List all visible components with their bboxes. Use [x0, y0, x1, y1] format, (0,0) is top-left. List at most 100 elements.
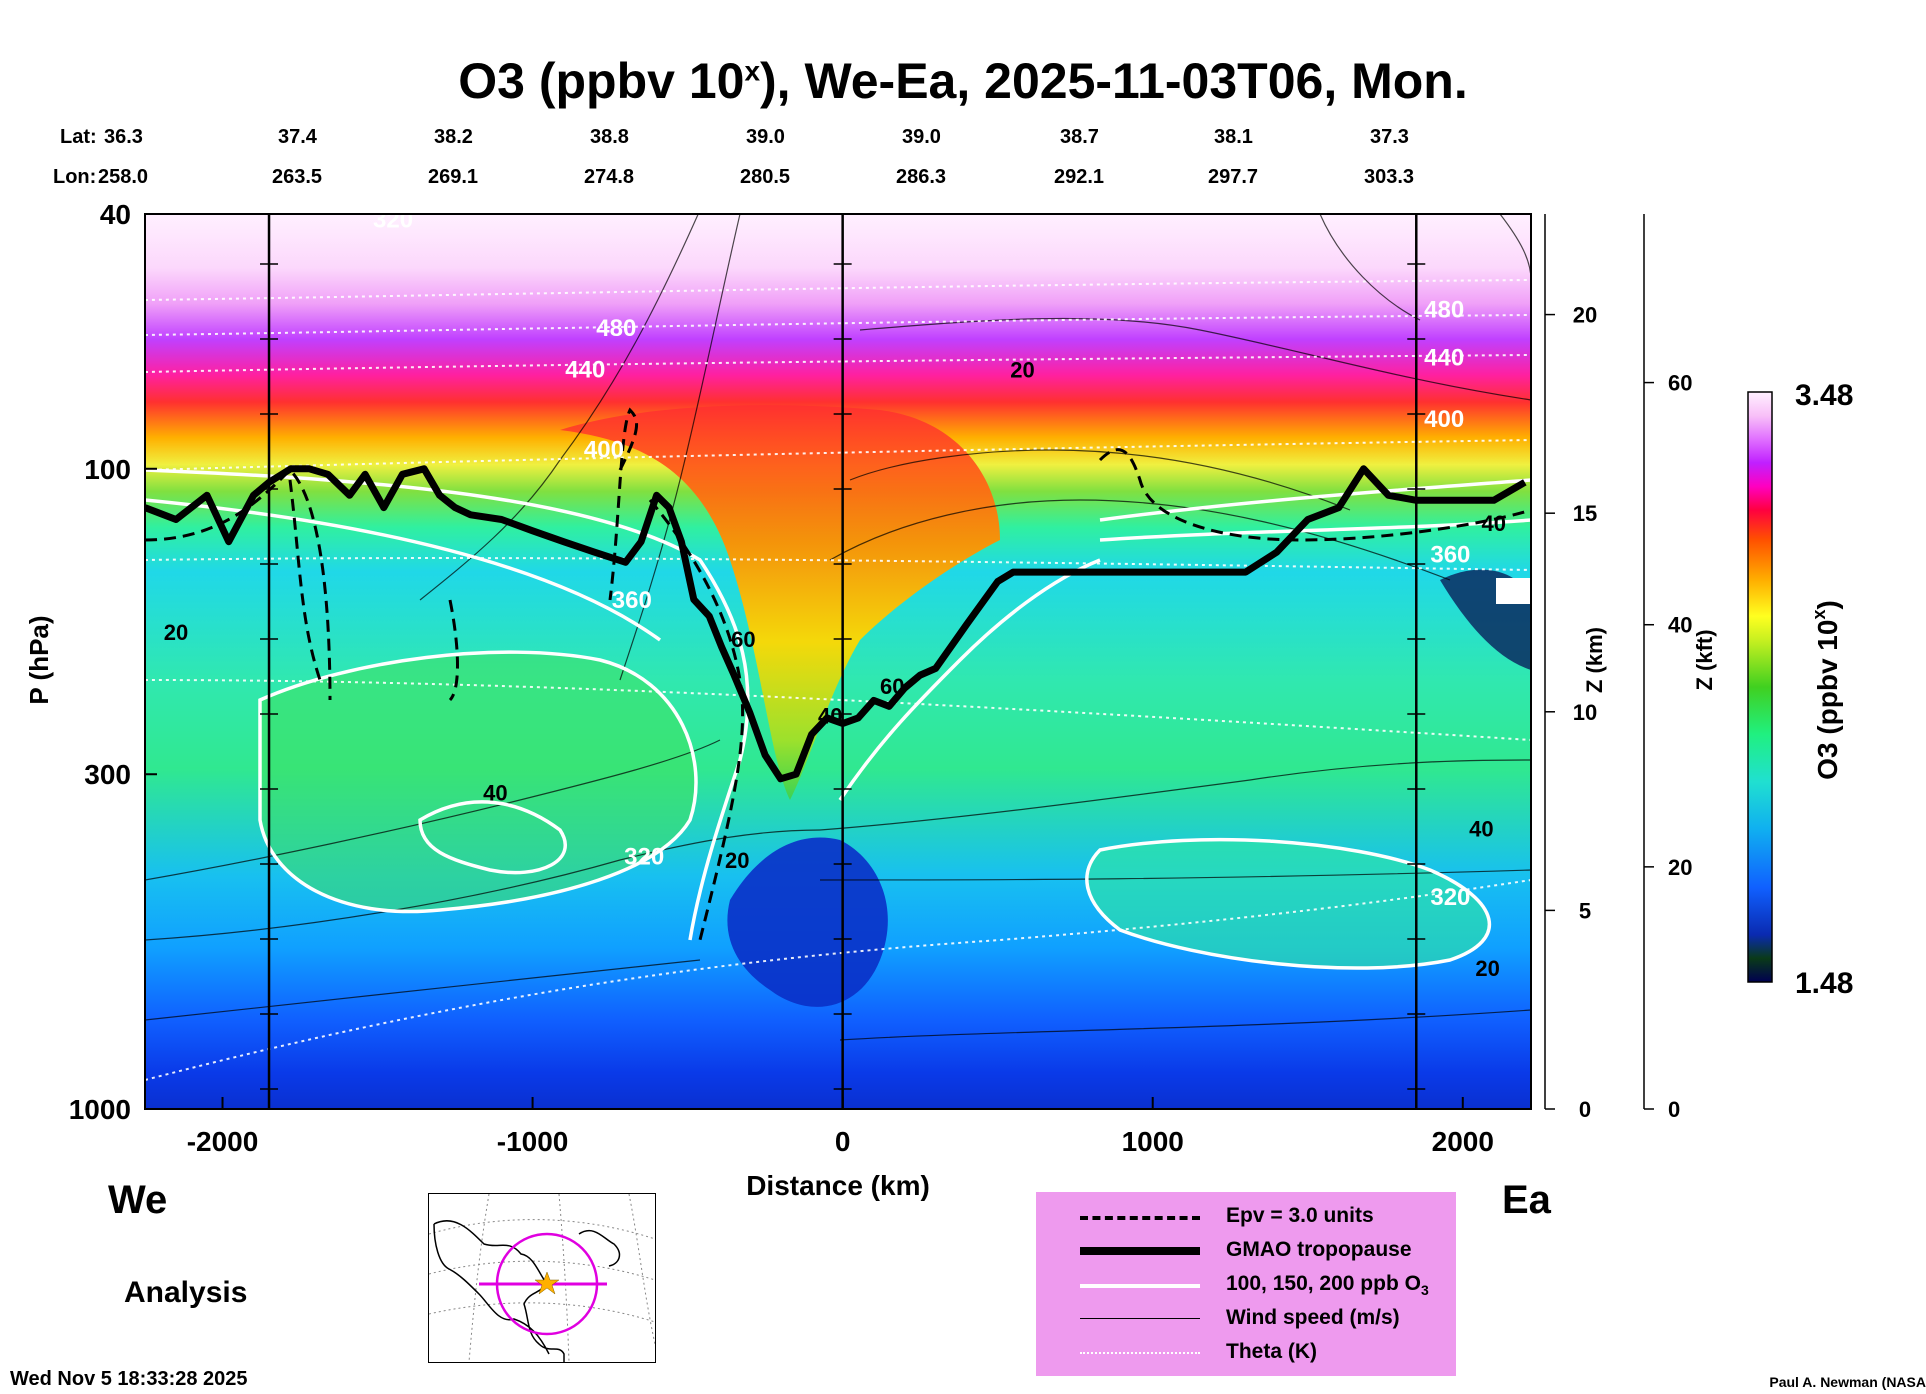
lat-value-1: 37.4: [278, 126, 317, 148]
theta-label-9: 360: [1430, 541, 1470, 568]
west-label: We: [108, 1178, 168, 1222]
pressure-axis: 40 100 300 1000: [69, 199, 157, 1125]
lat-label: Lat:: [60, 126, 97, 148]
colorbar-label: O3 (ppbv 10x): [1809, 600, 1843, 780]
legend-row-2: 100, 150, 200 ppb O3: [1036, 1268, 1456, 1302]
legend-label-0: Epv = 3.0 units: [1226, 1204, 1374, 1227]
theta-label-6: 480: [1424, 296, 1464, 323]
wind-label-0: 20: [164, 620, 188, 645]
wind-label-9: 20: [1475, 956, 1499, 981]
tropopause-fold-ozone: [560, 405, 1000, 800]
chart-title: O3 (ppbv 10x), We-Ea, 2025-11-03T06, Mon…: [458, 53, 1468, 109]
legend-label-sub-2: 3: [1420, 1282, 1429, 1299]
z-km-tick-label-0: 0: [1579, 1097, 1591, 1122]
theta-label-8: 400: [1424, 406, 1464, 433]
run-type-label: Analysis: [124, 1276, 248, 1309]
legend-row-3: Wind speed (m/s): [1036, 1302, 1456, 1336]
lon-value-0: 258.0: [98, 166, 149, 188]
legend-label-3: Wind speed (m/s): [1226, 1306, 1400, 1329]
locator-map: [428, 1193, 656, 1363]
colorbar-min: 1.48: [1795, 967, 1853, 1000]
lon-value-3: 274.8: [584, 166, 635, 188]
z-kft-axis: 0 20 40 60: [1643, 214, 1692, 1122]
y-tick-label-100: 100: [84, 454, 131, 485]
x-tick-label--1000: -1000: [497, 1126, 569, 1157]
gmao-tropopause-line: [145, 465, 1527, 783]
lon-value-1: 263.5: [272, 166, 323, 188]
legend-swatch-4: [1080, 1352, 1200, 1354]
x-tick-label--2000: -2000: [187, 1126, 259, 1157]
east-label: Ea: [1502, 1178, 1551, 1222]
tropopause-polyline: [145, 465, 1527, 783]
wind-label-6: 20: [1010, 357, 1034, 382]
vertical-reference-lines: [260, 214, 1426, 1109]
z-km-tick-label-5: 5: [1579, 898, 1591, 923]
legend-label-4: Theta (K): [1226, 1340, 1317, 1363]
wind-label-1: 40: [483, 781, 507, 806]
legend-row-1: GMAO tropopause: [1036, 1234, 1456, 1268]
z-km-tick-label-15: 15: [1573, 501, 1597, 526]
lon-value-7: 297.7: [1208, 166, 1259, 188]
z-km-tick-label-10: 10: [1573, 700, 1597, 725]
wind-label-7: 40: [1482, 511, 1506, 536]
lon-value-8: 303.3: [1364, 166, 1415, 188]
x-tick-label-2000: 2000: [1432, 1126, 1494, 1157]
lat-value-7: 38.1: [1214, 126, 1253, 148]
theta-label-10: 320: [1430, 884, 1470, 911]
theta-label-7: 440: [1424, 345, 1464, 372]
theta-label-1: 480: [596, 315, 636, 342]
y-axis-label: P (hPa): [24, 615, 54, 704]
legend: Epv = 3.0 units GMAO tropopause 100, 150, …: [1036, 1192, 1456, 1376]
z-kft-tick-label-0: 0: [1668, 1097, 1680, 1122]
y-tick-label-300: 300: [84, 759, 131, 790]
theta-label-3: 400: [584, 436, 624, 463]
green-band-west: [260, 652, 696, 912]
green-band-east: [1086, 839, 1490, 969]
z-km-label: Z (km): [1582, 627, 1607, 693]
wind-label-8: 40: [1469, 816, 1493, 841]
wind-label-5: 60: [880, 674, 904, 699]
legend-swatch-0: [1080, 1216, 1200, 1220]
z-kft-tick-label-40: 40: [1668, 613, 1692, 638]
locator-map-graphic: [429, 1194, 655, 1362]
author-credit: Paul A. Newman (NASA: [1769, 1374, 1926, 1390]
theta-label-layer: 320 480 440 400 360 320 480 440 400 360 320: [373, 207, 1470, 911]
theta-label-4: 360: [612, 587, 652, 614]
y-tick-label-40: 40: [100, 199, 131, 230]
white-gap: [1496, 578, 1531, 604]
lat-value-6: 38.7: [1060, 126, 1099, 148]
lat-value-3: 38.8: [590, 126, 629, 148]
theta-label-0: 320: [373, 207, 413, 234]
legend-row-0: Epv = 3.0 units: [1036, 1200, 1456, 1234]
ozone-ppb-contours: [145, 468, 1531, 970]
y-tick-label-1000: 1000: [69, 1094, 131, 1125]
lat-value-8: 37.3: [1370, 126, 1409, 148]
z-km-axis: 0 5 10 15 20: [1544, 214, 1597, 1122]
x-tick-label-1000: 1000: [1122, 1126, 1184, 1157]
wind-label-4: 60: [731, 627, 755, 652]
distance-axis: -2000 -1000 0 1000 2000: [187, 1097, 1494, 1157]
legend-swatch-1: [1080, 1247, 1200, 1255]
colorbar-label-end: ): [1812, 600, 1843, 609]
legend-swatch-3: [1080, 1318, 1200, 1319]
colorbar-label-sup: x: [1809, 610, 1829, 620]
wind-label-3: 40: [818, 704, 842, 729]
wind-label-2: 20: [725, 848, 749, 873]
lat-value-2: 38.2: [434, 126, 473, 148]
lon-value-6: 292.1: [1054, 166, 1105, 188]
timestamp: Wed Nov 5 18:33:28 2025: [10, 1368, 248, 1390]
legend-swatch-2: [1080, 1284, 1200, 1288]
x-tick-label-0: 0: [835, 1126, 851, 1157]
lon-value-5: 286.3: [896, 166, 947, 188]
legend-label-2: 100, 150, 200 ppb O3: [1226, 1272, 1429, 1299]
plot-frame: [144, 213, 1532, 1110]
colorbar-max: 3.48: [1795, 379, 1853, 412]
x-axis-label: Distance (km): [746, 1170, 930, 1201]
lat-value-0: 36.3: [104, 126, 143, 148]
legend-label-1: GMAO tropopause: [1226, 1238, 1412, 1261]
colorbar: [1747, 391, 1773, 983]
z-kft-tick-label-60: 60: [1668, 371, 1692, 396]
title-superscript: x: [744, 55, 761, 87]
z-km-tick-label-20: 20: [1573, 303, 1597, 328]
lat-value-5: 39.0: [902, 126, 941, 148]
